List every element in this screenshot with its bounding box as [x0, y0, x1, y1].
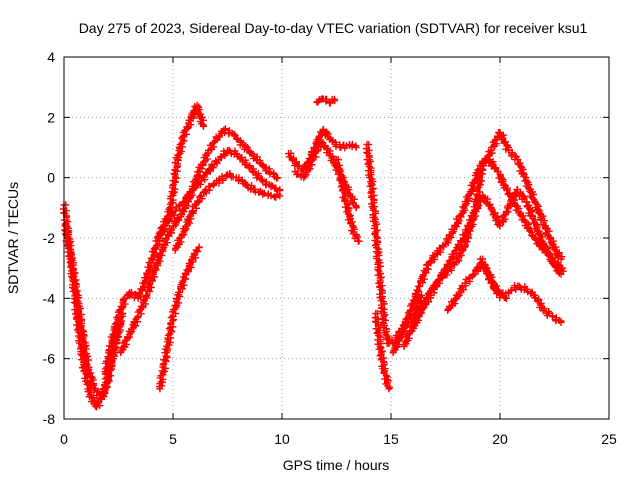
y-axis-label: SDTVAR / TECUs [5, 182, 21, 294]
series-trace [476, 255, 511, 302]
series-arc-7 [156, 243, 203, 393]
series-arc-10 [313, 95, 339, 107]
series-trace [291, 137, 360, 212]
x-tick-labels: 0 5 10 15 20 25 [60, 431, 617, 447]
series-arc-14 [389, 156, 567, 357]
series-arc-9 [291, 137, 360, 212]
series-arc-4 [117, 125, 282, 357]
x-tick-label: 5 [169, 431, 177, 447]
y-tick-label: -2 [43, 230, 56, 246]
data-points [59, 95, 567, 411]
x-tick-label: 0 [60, 431, 68, 447]
y-tick-label: -6 [43, 351, 56, 367]
series-arc-11 [332, 156, 363, 245]
series-trace [313, 95, 339, 107]
series-trace [154, 146, 284, 242]
y-tick-label: -4 [43, 290, 56, 306]
series-arc-6 [171, 170, 284, 254]
series-arc-5 [154, 146, 284, 242]
x-tick-label: 20 [492, 431, 508, 447]
series-arc-8 [285, 125, 360, 174]
grid-lines [64, 57, 609, 419]
series-trace [61, 222, 125, 402]
series-arc-2 [61, 222, 125, 402]
x-tick-label: 25 [601, 431, 617, 447]
series-trace [371, 309, 394, 393]
chart-title: Day 275 of 2023, Sidereal Day-to-day VTE… [79, 20, 588, 36]
series-trace [389, 156, 567, 357]
x-tick-label: 15 [383, 431, 399, 447]
series-trace [117, 125, 282, 357]
series-trace [171, 170, 284, 254]
series-trace [409, 185, 565, 332]
series-trace [332, 156, 363, 245]
y-tick-labels: -8 -6 -4 -2 0 2 4 [43, 49, 56, 427]
series-arc-13 [371, 309, 394, 393]
series-arc-17 [444, 258, 565, 326]
series-trace [285, 125, 360, 174]
series-arc-16 [409, 185, 565, 332]
series-trace [156, 243, 203, 393]
plot-frame [63, 56, 610, 420]
y-tick-label: 2 [47, 109, 55, 125]
series-trace [444, 258, 565, 326]
y-tick-label: 4 [47, 49, 55, 65]
x-tick-label: 10 [274, 431, 290, 447]
y-tick-label: -8 [43, 411, 56, 427]
y-tick-label: 0 [47, 170, 55, 186]
series-arc-18 [476, 255, 511, 302]
x-axis-label: GPS time / hours [283, 457, 390, 473]
